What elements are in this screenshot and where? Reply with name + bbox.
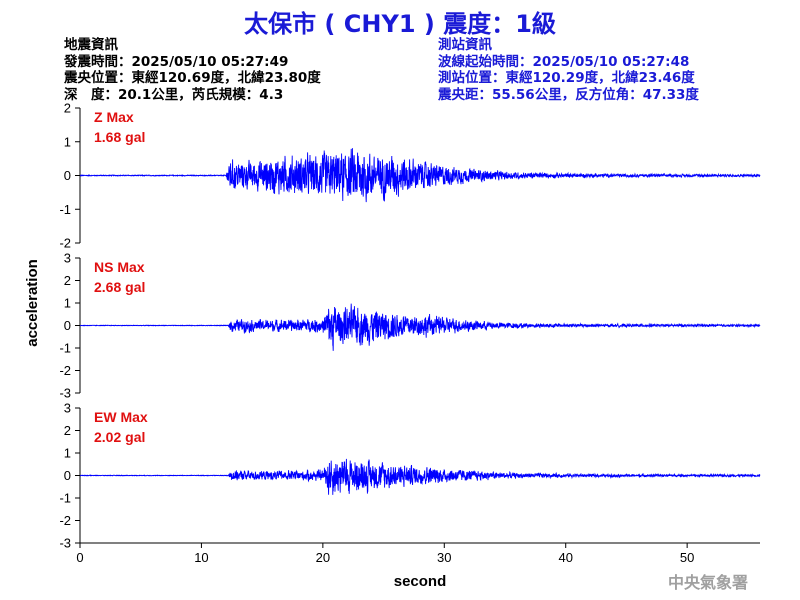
y-tick-label: 2 [64,101,71,116]
x-axis-label: second [394,573,447,590]
earthquake-info: 地震資訊 發震時間：2025/05/10 05:27:49 震央位置：東經120… [64,37,321,103]
earthquake-depth-magnitude: 深 度：20.1公里，芮氏規模：4.3 [64,86,284,103]
y-tick-label: -3 [59,536,71,551]
y-tick-label: 1 [64,134,71,149]
y-tick-label: -1 [59,341,71,356]
trace-ew [79,458,761,495]
max-label-ns: NS Max [94,259,145,275]
watermark: 中央氣象署 [667,573,748,592]
y-tick-label: 3 [64,401,71,416]
max-label-z: Z Max [94,109,134,125]
y-axis-label: acceleration [24,259,41,347]
x-tick-label: 40 [558,550,572,565]
chart-title: 太保市 ( CHY1 ) 震度：1級 [244,10,556,38]
station-info-heading: 測站資訊 [438,37,492,53]
max-value-z: 1.68 gal [94,129,145,145]
max-value-ns: 2.68 gal [94,279,145,295]
earthquake-info-heading: 地震資訊 [64,37,118,53]
x-tick-label: 0 [76,550,83,565]
x-tick-label: 20 [316,550,330,565]
y-tick-label: 1 [64,446,71,461]
y-tick-label: -2 [59,236,71,251]
y-tick-label: 0 [64,468,71,483]
y-tick-label: -3 [59,386,71,401]
station-location: 測站位置：東經120.29度，北緯23.46度 [438,70,695,86]
earthquake-time: 發震時間：2025/05/10 05:27:49 [64,53,289,70]
y-tick-label: 3 [64,251,71,266]
station-distance: 震央距：55.56公里，反方位角：47.33度 [438,86,699,103]
station-wave-start: 波線起始時間：2025/05/10 05:27:48 [438,53,690,70]
y-tick-label: 0 [64,318,71,333]
earthquake-epicenter: 震央位置：東經120.69度，北緯23.80度 [64,70,321,86]
x-tick-label: 10 [194,550,208,565]
max-label-ew: EW Max [94,409,148,425]
y-tick-label: -2 [59,513,71,528]
y-tick-label: -1 [59,491,71,506]
y-tick-label: 1 [64,296,71,311]
max-value-ew: 2.02 gal [94,429,145,445]
trace-ns [79,303,761,351]
y-tick-label: -1 [59,202,71,217]
x-tick-label: 50 [680,550,694,565]
trace-z [79,148,761,203]
y-tick-label: 0 [64,168,71,183]
y-tick-label: 2 [64,273,71,288]
y-tick-label: -2 [59,363,71,378]
x-tick-label: 30 [437,550,451,565]
y-tick-label: 2 [64,423,71,438]
station-info: 測站資訊 波線起始時間：2025/05/10 05:27:48 測站位置：東經1… [438,37,699,103]
